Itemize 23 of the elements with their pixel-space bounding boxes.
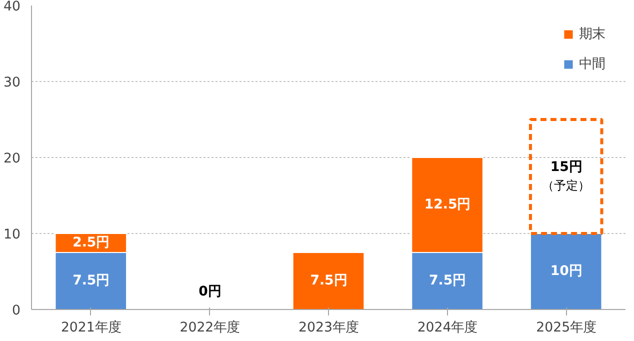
- x-tick-label: 2022年度: [180, 320, 240, 336]
- bar: [292, 252, 365, 310]
- legend-label: 中間: [579, 56, 605, 73]
- data-label: 12.5円: [424, 198, 470, 212]
- y-tick-label: 40: [4, 0, 21, 14]
- bar: [528, 118, 604, 235]
- annotation: 0円: [198, 284, 221, 300]
- x-tick-label: 2021年度: [60, 320, 121, 336]
- y-tick-label: 10: [4, 228, 21, 242]
- data-label: 15円（予定）: [542, 160, 590, 192]
- legend-label: 期末: [579, 26, 605, 43]
- y-tick-label: 30: [4, 76, 21, 90]
- y-tick-label: 0: [12, 304, 21, 318]
- x-tick-label: 2024年度: [417, 320, 478, 336]
- data-label: 7.5円: [310, 274, 347, 288]
- data-label: 7.5円: [72, 274, 110, 288]
- x-tick-label: 2023年度: [298, 320, 358, 336]
- data-label: 10円: [550, 264, 582, 279]
- data-label: 7.5円: [428, 274, 466, 288]
- y-tick-label: 20: [4, 152, 21, 166]
- x-tick-label: 2025年度: [536, 320, 596, 336]
- bar: [530, 233, 602, 310]
- data-label: 2.5円: [72, 236, 110, 250]
